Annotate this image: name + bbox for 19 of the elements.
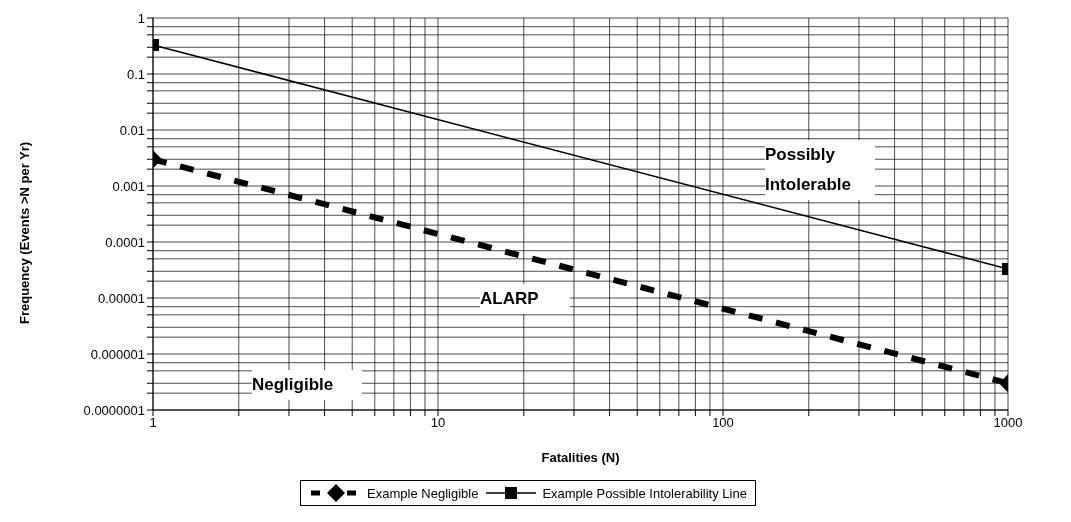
x-axis-title: Fatalities (N) bbox=[541, 450, 620, 465]
x-tick-label: 100 bbox=[712, 415, 734, 431]
x-tick-label: 10 bbox=[430, 415, 446, 431]
y-tick-label: 0.0000001 bbox=[83, 402, 145, 418]
x-tick-label: 1 bbox=[149, 415, 157, 431]
y-tick-label: 0.000001 bbox=[90, 346, 145, 362]
y-tick-label: 0.1 bbox=[126, 66, 145, 82]
annotation: Possibly Intolerable bbox=[765, 140, 875, 200]
annotation: ALARP bbox=[480, 284, 570, 314]
y-tick-label: 0.00001 bbox=[98, 290, 145, 306]
y-tick-label: 0.01 bbox=[119, 122, 145, 138]
y-axis-title: Frequency (Events >N per Yr) bbox=[16, 141, 32, 324]
y-tick-label: 1 bbox=[137, 10, 145, 26]
x-tick-label: 1000 bbox=[993, 415, 1023, 431]
y-tick-label: 0.0001 bbox=[105, 234, 145, 250]
legend-label: Example Negligible bbox=[367, 485, 479, 501]
y-tick-label: 0.001 bbox=[112, 178, 145, 194]
annotation: Negligible bbox=[252, 370, 362, 400]
legend-label: Example Possible Intolerability Line bbox=[542, 485, 747, 501]
